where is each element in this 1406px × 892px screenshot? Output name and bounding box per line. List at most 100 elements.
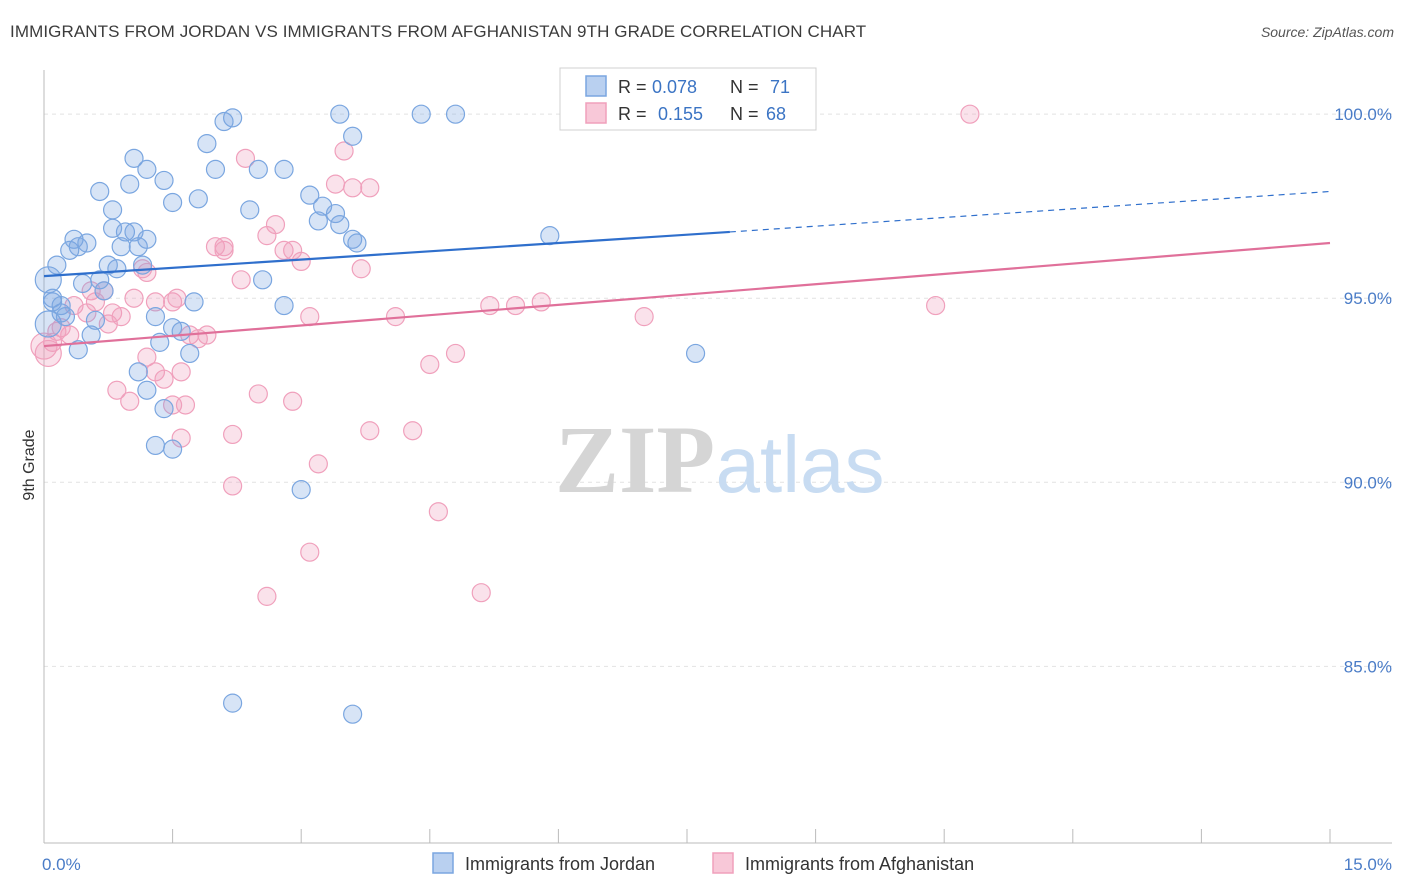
watermark: ZIP atlas <box>555 406 885 513</box>
jordan-point-30 <box>90 181 110 202</box>
afghanistan-point-0 <box>34 339 62 368</box>
afghanistan-trend-line <box>43 241 1331 348</box>
jordan-point-61 <box>223 693 243 713</box>
afghanistan-point-44 <box>107 380 127 400</box>
afghanistan-point-52 <box>283 391 303 411</box>
afghanistan-point-27 <box>291 251 311 272</box>
afghanistan-point-16 <box>167 288 187 308</box>
jordan-point-31 <box>102 200 123 220</box>
axes <box>43 70 1392 844</box>
jordan-point-53 <box>330 104 350 124</box>
legend-r-label-afghanistan: R = <box>618 104 647 124</box>
jordan-point-45 <box>253 270 273 290</box>
afghanistan-point-61 <box>257 586 277 606</box>
afghanistan-point-10 <box>111 307 131 327</box>
watermark-atlas: atlas <box>716 420 885 509</box>
afghanistan-point-32 <box>360 178 380 198</box>
correlation-legend: R = 0.078 N = 71 R = 0.155 N = 68 <box>559 67 817 131</box>
afghanistan-point-50 <box>175 395 196 415</box>
jordan-point-11 <box>94 281 114 301</box>
jordan-point-43 <box>248 159 268 179</box>
chart-title: IMMIGRANTS FROM JORDAN VS IMMIGRANTS FRO… <box>10 22 867 41</box>
legend-n-value-jordan: 71 <box>770 77 790 97</box>
jordan-point-9 <box>85 310 106 330</box>
afghanistan-point-24 <box>265 215 286 235</box>
jordan-point-28 <box>154 399 174 419</box>
legend-n-label-afghanistan: N = <box>730 104 759 124</box>
afghanistan-point-62 <box>471 583 491 603</box>
jordan-point-66 <box>55 307 76 327</box>
bottom-legend-swatch-afghanistan <box>712 852 734 874</box>
jordan-point-34 <box>137 159 157 179</box>
afghanistan-point-59 <box>428 502 448 522</box>
jordan-point-59 <box>685 343 706 364</box>
y-tick-label-3: 85.0% <box>1344 657 1392 676</box>
jordan-point-55 <box>445 104 466 124</box>
afghanistan-point-58 <box>223 476 243 496</box>
afghanistan-point-11 <box>124 288 144 308</box>
afghanistan-point-60 <box>300 542 320 562</box>
afghanistan-point-41 <box>926 295 946 316</box>
afghanistan-point-43 <box>235 148 256 168</box>
jordan-point-20 <box>102 218 123 238</box>
jordan-point-7 <box>72 273 93 294</box>
watermark-zip: ZIP <box>555 406 715 513</box>
bottom-legend-swatch-jordan <box>432 852 454 874</box>
afghanistan-point-49 <box>171 362 191 382</box>
legend-swatch-afghanistan <box>585 102 607 124</box>
jordan-point-32 <box>120 174 140 194</box>
jordan-point-13 <box>107 259 127 279</box>
jordan-point-67 <box>184 292 204 312</box>
jordan-point-24 <box>171 321 191 341</box>
jordan-point-19 <box>137 229 157 249</box>
jordan-point-69 <box>42 292 63 312</box>
jordan-point-35 <box>154 170 174 191</box>
y-tick-label-0: 100.0% <box>1334 105 1392 124</box>
jordan-point-38 <box>197 134 217 154</box>
jordan-point-44 <box>274 159 294 179</box>
jordan-point-65 <box>68 340 88 360</box>
jordan-trend-line <box>43 230 730 278</box>
bottom-legend-label-jordan: Immigrants from Jordan <box>465 854 655 874</box>
afghanistan-point-28 <box>300 307 320 327</box>
afghanistan-point-19 <box>197 325 217 345</box>
x-tick-label-0: 0.0% <box>42 855 81 874</box>
jordan-point-47 <box>300 185 320 205</box>
jordan-point-57 <box>347 233 367 253</box>
afghanistan-point-45 <box>120 391 140 411</box>
jordan-point-50 <box>325 203 346 224</box>
jordan-point-21 <box>145 307 166 327</box>
afghanistan-point-31 <box>343 178 363 198</box>
afghanistan-point-35 <box>420 354 440 375</box>
afghanistan-point-55 <box>360 421 380 441</box>
jordan-point-37 <box>188 189 208 209</box>
jordan-point-54 <box>411 104 431 124</box>
jordan-point-14 <box>111 237 131 257</box>
jordan-point-3 <box>47 255 67 275</box>
jordan-point-39 <box>205 159 226 179</box>
jordan-point-42 <box>240 200 260 220</box>
series-afghanistan-points <box>30 104 980 606</box>
afghanistan-point-42 <box>960 104 980 124</box>
afghanistan-point-22 <box>231 270 251 290</box>
y-tick-label-2: 90.0% <box>1344 473 1392 492</box>
legend-r-value-afghanistan: 0.155 <box>658 104 703 124</box>
jordan-point-33 <box>124 148 144 168</box>
jordan-point-41 <box>223 108 243 128</box>
series-legend: Immigrants from Jordan Immigrants from A… <box>432 852 974 874</box>
trend-lines <box>43 190 1331 348</box>
jordan-point-36 <box>163 192 183 213</box>
jordan-trend-extension <box>729 190 1331 233</box>
jordan-point-48 <box>308 211 328 231</box>
jordan-point-26 <box>128 362 148 382</box>
jordan-point-60 <box>291 480 311 500</box>
jordan-point-62 <box>343 704 363 724</box>
afghanistan-point-54 <box>223 424 243 445</box>
afghanistan-point-40 <box>634 307 654 327</box>
jordan-point-51 <box>330 215 350 235</box>
jordan-point-70 <box>163 439 183 459</box>
afghanistan-point-33 <box>351 259 371 279</box>
afghanistan-point-47 <box>154 369 174 389</box>
gridlines <box>44 113 1392 667</box>
afghanistan-point-56 <box>403 421 423 441</box>
